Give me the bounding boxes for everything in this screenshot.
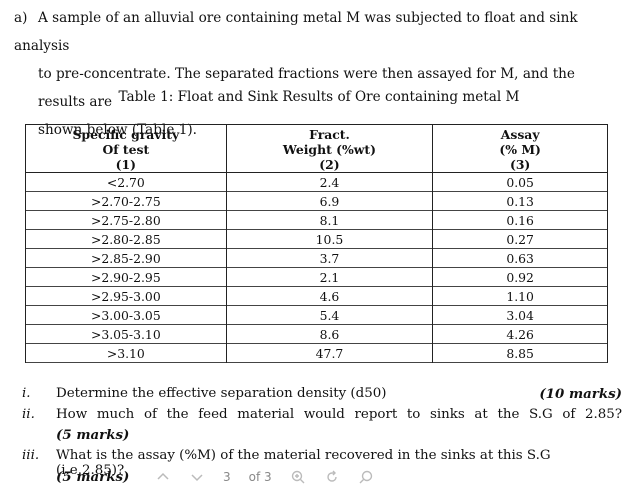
table-row: <2.70 2.4 0.05 <box>25 172 608 192</box>
table-row: >3.00-3.05 5.4 3.04 <box>25 305 608 325</box>
header-specific-gravity: Specific gravity Of test (1) <box>25 124 227 173</box>
table-row: >2.70-2.75 6.9 0.13 <box>25 191 608 211</box>
search-icon[interactable] <box>358 469 374 485</box>
cell-assay: 0.16 <box>432 210 608 230</box>
table-header-row: Specific gravity Of test (1) Fract. Weight … <box>25 124 608 173</box>
cell-sg: >2.75-2.80 <box>25 210 227 230</box>
cell-sg: >2.95-3.00 <box>25 286 227 306</box>
cell-sg: >3.05-3.10 <box>25 324 227 344</box>
table-row: >2.90-2.95 2.1 0.92 <box>25 267 608 287</box>
chevron-up-icon[interactable] <box>155 469 171 485</box>
cell-assay: 0.92 <box>432 267 608 287</box>
page-number-input[interactable]: 3 <box>223 470 231 484</box>
cell-weight: 2.4 <box>225 172 434 192</box>
cell-sg: >3.00-3.05 <box>25 305 227 325</box>
zoom-in-icon[interactable] <box>290 469 306 485</box>
cell-assay: 4.26 <box>432 324 608 344</box>
question-text: What is the assay (%M) of the material r… <box>56 448 551 478</box>
intro-line-2: to pre-concentrate. The separated fracti… <box>38 66 575 110</box>
part-label: a) <box>14 10 28 26</box>
table-row: >2.75-2.80 8.1 0.16 <box>25 210 608 230</box>
intro-line-1: A sample of an alluvial ore containing m… <box>14 10 578 54</box>
question-number: iii. <box>22 448 40 463</box>
cell-assay: 1.10 <box>432 286 608 306</box>
chevron-down-icon[interactable] <box>189 469 205 485</box>
question-marks: (5 marks) <box>56 427 130 443</box>
cell-assay: 0.05 <box>432 172 608 192</box>
cell-sg: >2.70-2.75 <box>25 191 227 211</box>
cell-assay: 0.27 <box>432 229 608 249</box>
cell-weight: 6.9 <box>225 191 434 211</box>
cell-weight: 3.7 <box>225 248 434 268</box>
question-text: Determine the effective separation densi… <box>56 386 387 401</box>
cell-assay: 8.85 <box>432 343 608 363</box>
cell-weight: 10.5 <box>225 229 434 249</box>
cell-assay: 0.13 <box>432 191 608 211</box>
cell-weight: 47.7 <box>225 343 434 363</box>
float-sink-table: Specific gravity Of test (1) Fract. Weight … <box>25 124 608 363</box>
intro-paragraph: a) A sample of an alluvial ore containing… <box>14 4 614 144</box>
cell-assay: 3.04 <box>432 305 608 325</box>
cell-weight: 8.1 <box>225 210 434 230</box>
cell-weight: 5.4 <box>225 305 434 325</box>
table-row: >3.05-3.10 8.6 4.26 <box>25 324 608 344</box>
question-marks: (5 marks) <box>56 469 130 485</box>
table-row: >3.10 47.7 8.85 <box>25 343 608 363</box>
table-caption: Table 1: Float and Sink Results of Ore c… <box>118 89 520 105</box>
cell-sg: >2.90-2.95 <box>25 267 227 287</box>
cell-sg: <2.70 <box>25 172 227 192</box>
table-row: >2.85-2.90 3.7 0.63 <box>25 248 608 268</box>
cell-assay: 0.63 <box>432 248 608 268</box>
cell-sg: >2.80-2.85 <box>25 229 227 249</box>
question-number: ii. <box>22 407 35 422</box>
cell-sg: >2.85-2.90 <box>25 248 227 268</box>
cell-sg: >3.10 <box>25 343 227 363</box>
cell-weight: 2.1 <box>225 267 434 287</box>
rotate-icon[interactable] <box>324 469 340 485</box>
question-text: How much of the feed material would repo… <box>56 407 622 422</box>
cell-weight: 8.6 <box>225 324 434 344</box>
cell-weight: 4.6 <box>225 286 434 306</box>
header-weight: Fract. Weight (%wt) (2) <box>225 124 434 173</box>
table-row: >2.95-3.00 4.6 1.10 <box>25 286 608 306</box>
header-assay: Assay (% M) (3) <box>432 124 608 173</box>
table-row: >2.80-2.85 10.5 0.27 <box>25 229 608 249</box>
question-number: i. <box>22 386 31 401</box>
page-total: of 3 <box>248 470 272 484</box>
question-marks: (10 marks) <box>539 386 622 402</box>
pdf-viewer-toolbar: 3 of 3 <box>155 462 455 492</box>
